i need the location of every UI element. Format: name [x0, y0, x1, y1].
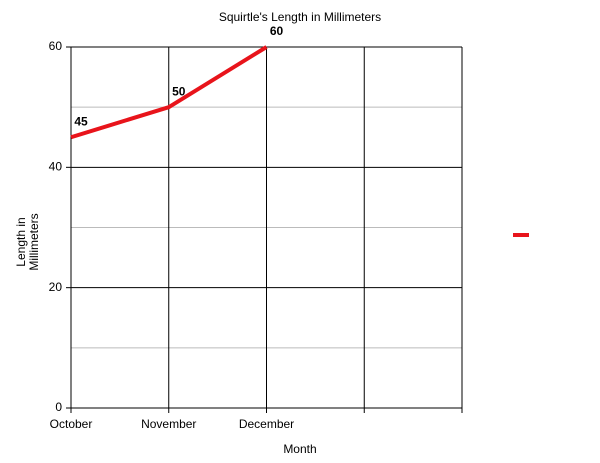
line: [70, 45, 268, 140]
y-tick-label: 0: [55, 400, 62, 414]
x-tick-label: November: [141, 417, 196, 431]
data-label: 45: [74, 114, 88, 128]
y-tick-label: 20: [49, 280, 63, 294]
y-tick-label: 40: [49, 160, 63, 174]
x-tick-label: October: [50, 417, 93, 431]
x-axis-label: Month: [283, 442, 316, 456]
y-axis-label: Length in Millimeters: [14, 213, 41, 271]
data-label: 50: [172, 84, 186, 98]
chart-title: Squirtle's Length in Millimeters: [219, 10, 381, 24]
x-tick-label: December: [239, 417, 294, 431]
y-tick-label: 60: [49, 39, 63, 53]
data-label: 60: [270, 24, 284, 38]
